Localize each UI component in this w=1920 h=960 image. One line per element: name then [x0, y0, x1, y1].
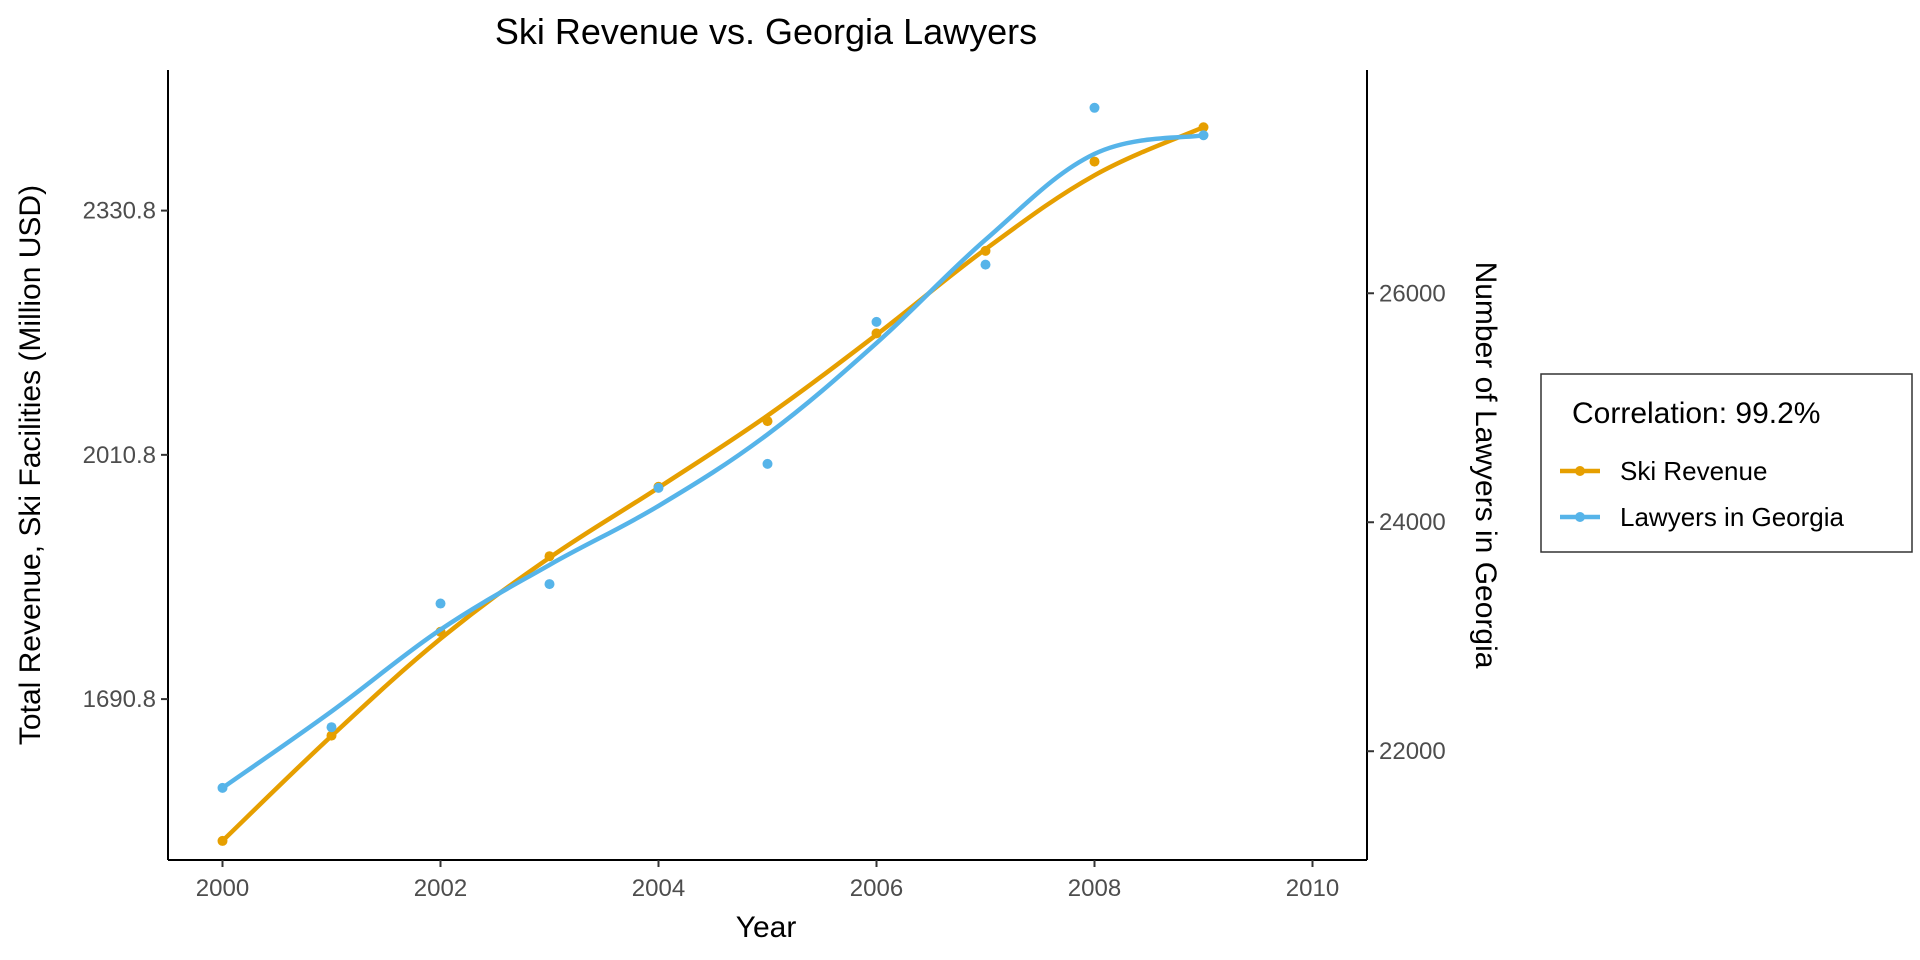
- data-point-ski-revenue: [1089, 156, 1100, 167]
- data-point-ski-revenue: [980, 245, 991, 256]
- legend-label-lawyers-in-georgia: Lawyers in Georgia: [1620, 502, 1845, 532]
- data-point-ski-revenue: [871, 328, 882, 339]
- data-point-ski-revenue: [217, 835, 228, 846]
- data-point-lawyers-in-georgia: [435, 598, 446, 609]
- y-left-tick-label: 2330.8: [83, 198, 156, 225]
- y-right-ticks: 22000 24000 26000: [1367, 280, 1446, 765]
- x-ticks: 2000 2002 2004 2006 2008 2010: [196, 860, 1339, 902]
- y-right-tick-label: 24000: [1379, 509, 1446, 536]
- data-point-lawyers-in-georgia: [326, 722, 337, 733]
- chart-title: Ski Revenue vs. Georgia Lawyers: [495, 11, 1037, 52]
- data-point-ski-revenue: [326, 730, 337, 741]
- data-point-lawyers-in-georgia: [217, 782, 228, 793]
- series-layer: [217, 102, 1209, 846]
- y-left-ticks: 1690.8 2010.8 2330.8: [83, 198, 168, 713]
- y-left-tick-label: 2010.8: [83, 442, 156, 469]
- series-lawyers-in-georgia: [217, 102, 1209, 793]
- data-point-lawyers-in-georgia: [1089, 102, 1100, 113]
- x-tick-label: 2000: [196, 875, 249, 902]
- series-line-ski-revenue: [220, 124, 1206, 844]
- series-ski-revenue: [217, 122, 1209, 846]
- x-tick-label: 2008: [1068, 875, 1121, 902]
- series-line-lawyers-in-georgia: [220, 133, 1206, 791]
- x-tick-label: 2004: [632, 875, 685, 902]
- legend-swatch-point-lawyers-in-georgia: [1575, 512, 1585, 522]
- y-right-tick-label: 22000: [1379, 738, 1446, 765]
- y-right-tick-label: 26000: [1379, 280, 1446, 307]
- legend: Correlation: 99.2% Ski Revenue Lawyers in…: [1540, 373, 1913, 553]
- plot-area: [167, 70, 1368, 861]
- data-point-lawyers-in-georgia: [653, 482, 664, 493]
- x-tick-label: 2006: [850, 875, 903, 902]
- data-point-lawyers-in-georgia: [544, 579, 555, 590]
- x-tick-label: 2010: [1286, 875, 1339, 902]
- y-left-tick-label: 1690.8: [83, 686, 156, 713]
- x-tick-label: 2002: [414, 875, 467, 902]
- data-point-lawyers-in-georgia: [762, 458, 773, 469]
- data-point-ski-revenue: [544, 551, 555, 562]
- legend-title: Correlation: 99.2%: [1572, 397, 1820, 430]
- legend-items: Ski Revenue Lawyers in Georgia: [1560, 456, 1845, 532]
- x-axis-title: Year: [736, 911, 797, 944]
- left-y-axis-title: Total Revenue, Ski Facilities (Million U…: [14, 185, 47, 745]
- data-point-lawyers-in-georgia: [1198, 130, 1209, 141]
- data-point-lawyers-in-georgia: [980, 259, 991, 270]
- data-point-ski-revenue: [1198, 122, 1209, 133]
- data-point-ski-revenue: [762, 416, 773, 427]
- right-y-axis-title: Number of Lawyers in Georgia: [1469, 262, 1502, 669]
- data-point-lawyers-in-georgia: [871, 316, 882, 327]
- legend-box: [1540, 373, 1913, 553]
- legend-label-ski-revenue: Ski Revenue: [1620, 456, 1767, 486]
- legend-swatch-point-ski-revenue: [1575, 466, 1585, 476]
